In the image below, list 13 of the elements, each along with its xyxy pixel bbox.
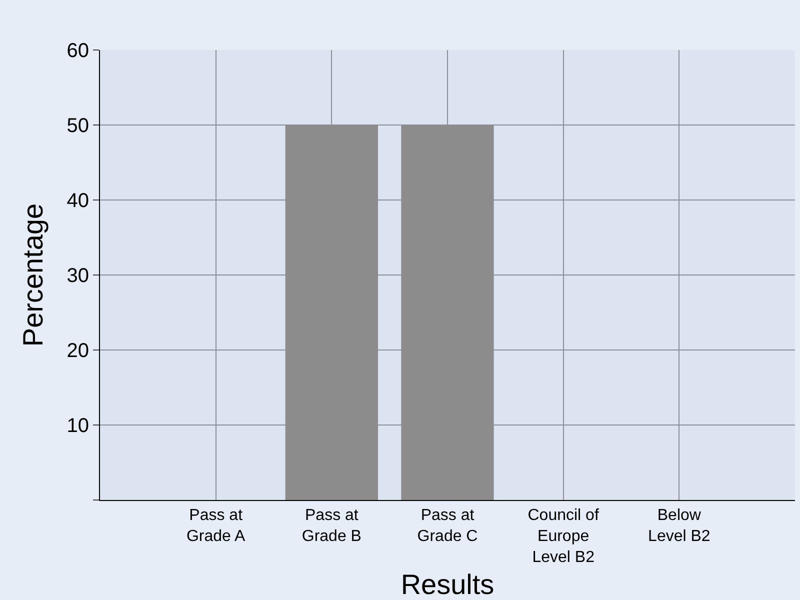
y-tick-label: 40 [66,190,89,212]
x-tick-label: Below Level B2 [648,507,710,545]
x-tick-label: Pass at Grade B [302,507,362,545]
x-tick-label: Pass at Grade A [186,507,246,545]
y-tick-label: 10 [66,415,89,437]
x-tick-label: Council of Europe Level B2 [528,507,600,566]
y-axis-title: Percentage [17,203,48,347]
y-tick-label: 60 [66,40,89,62]
y-tick-label: 20 [66,340,89,362]
x-tick-label: Pass at Grade C [417,507,478,545]
y-tick-label: 30 [66,265,89,287]
y-tick-label: 50 [66,115,89,137]
x-axis-title: Results [400,569,494,600]
